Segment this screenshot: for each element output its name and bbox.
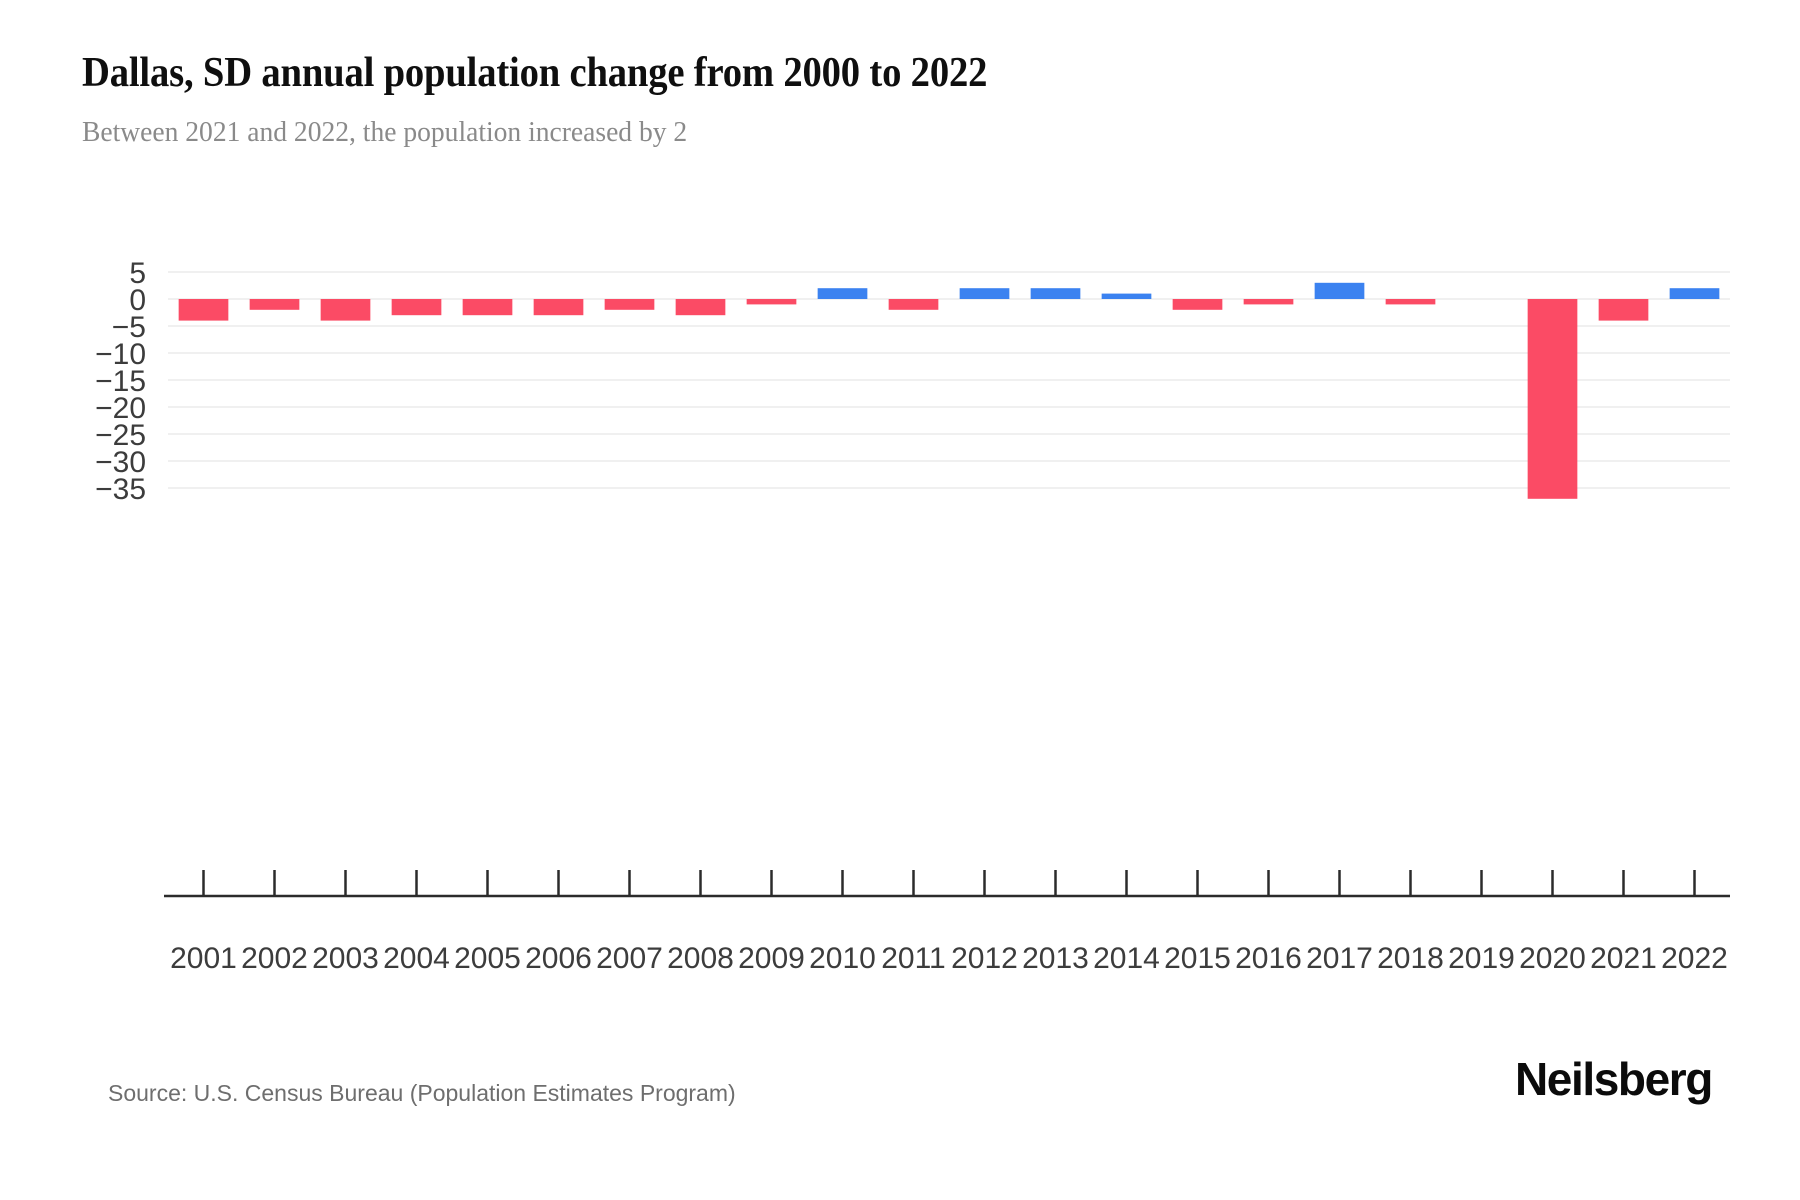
- bar-2004[interactable]: [391, 299, 442, 316]
- x-axis-ticks: 2001 2002 2003 2004 2005 2006 2007 2008 2009 2010…: [170, 870, 1728, 975]
- bar-2015[interactable]: [1172, 299, 1223, 310]
- bar-2013[interactable]: [1030, 288, 1081, 299]
- y-axis-tick-label: −10: [95, 338, 146, 371]
- x-axis-tick-label: 2020: [1519, 942, 1586, 975]
- x-axis-tick-label: 2011: [881, 942, 946, 975]
- bar-2011[interactable]: [888, 299, 939, 310]
- bar-2003[interactable]: [320, 299, 371, 321]
- y-axis-tick-label: −30: [95, 446, 146, 479]
- x-axis-tick-label: 2005: [454, 942, 521, 975]
- x-axis-tick-label: 2004: [383, 942, 450, 975]
- bars-group: [178, 282, 1720, 499]
- chart-header: Dallas, SD annual population change from…: [82, 50, 1722, 150]
- x-axis-tick-label: 2013: [1022, 942, 1089, 975]
- y-axis-tick-label: −5: [112, 311, 146, 344]
- bar-2012[interactable]: [959, 288, 1010, 299]
- x-axis-tick-label: 2010: [809, 942, 876, 975]
- source-note: Source: U.S. Census Bureau (Population E…: [108, 1080, 736, 1106]
- x-axis-tick-label: 2022: [1661, 942, 1728, 975]
- x-axis-tick-label: 2003: [312, 942, 379, 975]
- bar-2018[interactable]: [1385, 299, 1436, 305]
- x-axis-tick-label: 2015: [1164, 942, 1231, 975]
- x-axis-tick-label: 2014: [1093, 942, 1160, 975]
- brand-logo: Neilsberg: [1514, 1053, 1713, 1105]
- y-axis-tick-label: 0: [129, 284, 146, 317]
- bar-2009[interactable]: [746, 299, 797, 305]
- bar-2022[interactable]: [1669, 288, 1720, 299]
- bar-2007[interactable]: [604, 299, 655, 310]
- x-axis-tick-label: 2007: [596, 942, 663, 975]
- bar-2001[interactable]: [178, 299, 229, 321]
- bar-2016[interactable]: [1243, 299, 1294, 305]
- y-gridlines: 50−5−10−15−20−25−30−35: [95, 257, 1730, 506]
- page-title: Dallas, SD annual population change from…: [82, 50, 988, 96]
- bar-2002[interactable]: [249, 299, 300, 310]
- y-axis-tick-label: −15: [95, 365, 146, 398]
- chart-subtitle: Between 2021 and 2022, the population in…: [82, 116, 688, 149]
- x-axis-tick-label: 2009: [738, 942, 805, 975]
- y-axis-tick-label: −35: [95, 473, 146, 506]
- x-axis-tick-label: 2012: [951, 942, 1018, 975]
- bar-2020[interactable]: [1527, 299, 1578, 499]
- x-axis-tick-label: 2008: [667, 942, 734, 975]
- y-axis-tick-label: −20: [95, 392, 146, 425]
- bar-2006[interactable]: [533, 299, 584, 316]
- y-axis-tick-label: 5: [129, 257, 146, 290]
- x-axis-tick-label: 2019: [1448, 942, 1515, 975]
- x-axis-tick-label: 2017: [1306, 942, 1373, 975]
- x-axis-tick-label: 2002: [241, 942, 308, 975]
- bar-2021[interactable]: [1598, 299, 1649, 321]
- x-axis-tick-label: 2021: [1590, 942, 1657, 975]
- bar-2010[interactable]: [817, 288, 868, 299]
- bar-2014[interactable]: [1101, 293, 1152, 299]
- bar-2008[interactable]: [675, 299, 726, 316]
- x-axis-tick-label: 2018: [1377, 942, 1444, 975]
- bar-2017[interactable]: [1314, 282, 1365, 299]
- y-axis-tick-label: −25: [95, 419, 146, 452]
- x-axis-tick-label: 2006: [525, 942, 592, 975]
- bar-2005[interactable]: [462, 299, 513, 316]
- x-axis-tick-label: 2001: [170, 942, 237, 975]
- x-axis-tick-label: 2016: [1235, 942, 1302, 975]
